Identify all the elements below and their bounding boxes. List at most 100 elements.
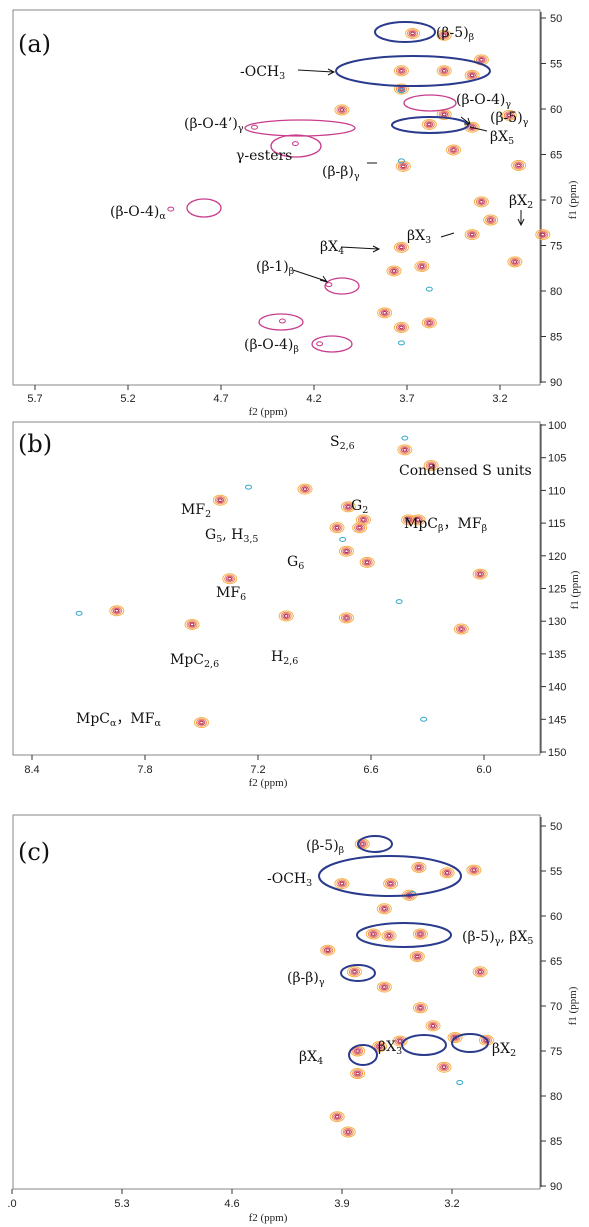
- label-och3: -OCH3: [240, 64, 285, 82]
- xtick: 4.7: [213, 385, 229, 405]
- svg-text:60: 60: [550, 911, 562, 923]
- svg-text:85: 85: [550, 332, 562, 344]
- panel-b-xticks: 8.4 7.8 7.2 6.6 6.0: [24, 755, 492, 776]
- svg-text:55: 55: [550, 59, 562, 71]
- ytick: 55: [541, 866, 562, 878]
- arrow-bx5: [469, 126, 488, 132]
- cross-peak: [352, 522, 368, 534]
- cross-peak: [397, 340, 405, 346]
- cross-peak: [453, 623, 469, 635]
- cross-peak: [291, 141, 299, 147]
- cross-peak: [425, 1020, 441, 1032]
- cross-peak: [359, 556, 375, 568]
- arrow-bx4: [340, 245, 381, 253]
- ellipse-b5-gamma: [391, 116, 469, 134]
- ytick: 60: [541, 104, 562, 116]
- cross-peak: [473, 196, 489, 208]
- ytick: 115: [541, 518, 566, 530]
- xtick: 3.7: [399, 385, 415, 405]
- cross-peak: [483, 214, 499, 226]
- cross-peak: [372, 1041, 388, 1052]
- svg-text:130: 130: [548, 616, 566, 628]
- svg-text:5.3: 5.3: [114, 1198, 129, 1210]
- label-mpcb-mfb: MpCβ，MFβ: [404, 516, 488, 534]
- cross-peak: [376, 981, 392, 993]
- label-b5-gamma: (β-5)γ: [490, 110, 529, 128]
- panel-b-yticks: 100 105 110 115 120 125 130 135 140 145 …: [541, 420, 566, 759]
- cross-peak: [393, 65, 409, 77]
- cross-peak: [436, 29, 452, 41]
- ellipse-b1-beta: [324, 277, 360, 295]
- panel-a-xlabel: f2 (ppm): [249, 406, 288, 418]
- cross-peak: [446, 144, 461, 156]
- cross-peak: [278, 610, 294, 622]
- label-bx4: βX4: [299, 1049, 323, 1067]
- ellipse-b5-beta: [374, 21, 436, 43]
- panel-c-xlabel: f2 (ppm): [249, 1212, 288, 1224]
- cross-peak: [410, 514, 426, 526]
- ytick: 85: [541, 332, 562, 344]
- cross-peak: [340, 1126, 356, 1138]
- xtick: 3.9: [334, 1189, 350, 1210]
- panel-c-ylabel: f1 (ppm): [567, 986, 579, 1025]
- label-b5-beta: (β-5)β: [306, 838, 345, 856]
- xtick: 3.2: [492, 385, 508, 405]
- label-b5-beta: (β-5)β: [436, 25, 475, 43]
- cross-peak: [212, 494, 228, 506]
- cross-peak: [320, 944, 336, 956]
- cross-peak: [338, 545, 354, 557]
- cross-peak: [334, 878, 350, 890]
- panel-c: (c) 50 55 60 65 70 75 80 85 90 f1 (ppm) …: [7, 814, 579, 1224]
- cross-peak: [472, 568, 488, 580]
- cross-peak: [75, 610, 83, 616]
- ellipse-b5-gamma-bx5: [356, 922, 452, 948]
- cross-peak: [425, 286, 433, 292]
- cross-peak: [334, 104, 350, 116]
- ellipse-bo4-beta-lower: [311, 335, 353, 353]
- xtick: 6.0: [476, 755, 492, 776]
- cross-peak: [383, 878, 399, 890]
- xtick: 6.6: [363, 755, 379, 776]
- panel-a-ylabel: f1 (ppm): [567, 180, 579, 219]
- ellipse-bo4-alpha: [186, 198, 222, 218]
- ytick: 135: [541, 649, 566, 661]
- cross-peak: [109, 605, 125, 617]
- cross-peak: [401, 435, 409, 441]
- ellipse-b5-beta: [357, 835, 393, 853]
- xtick: 7.8: [137, 755, 153, 776]
- ytick: 50: [541, 821, 562, 833]
- cross-peak: [297, 483, 313, 495]
- cross-peak: [409, 951, 425, 962]
- cross-peak: [464, 121, 480, 133]
- ytick: 130: [541, 616, 566, 628]
- panel-b-ylabel: f1 (ppm): [569, 570, 581, 609]
- cross-peak: [376, 903, 392, 915]
- cross-peak: [338, 612, 354, 624]
- arrow-b5-gamma: [460, 116, 471, 125]
- svg-text:70: 70: [550, 1001, 562, 1013]
- panel-a-peaks: [167, 27, 551, 347]
- ytick: 105: [541, 453, 566, 465]
- label-bo4-beta: (β-O-4)β: [244, 337, 299, 355]
- cross-peak: [501, 109, 517, 121]
- cross-peak: [316, 341, 324, 347]
- cross-peak: [456, 1080, 464, 1085]
- ytick: 50: [541, 13, 562, 25]
- cross-peak: [511, 159, 527, 171]
- svg-text:3.9: 3.9: [334, 1198, 349, 1210]
- svg-text:4.2: 4.2: [306, 393, 321, 405]
- panel-b-frame: [12, 421, 541, 756]
- label-bb-gamma: (β-β)γ: [287, 970, 325, 988]
- arrow-och3: [297, 68, 336, 76]
- cross-peak: [421, 317, 437, 329]
- svg-text:85: 85: [550, 1136, 562, 1148]
- svg-text:55: 55: [550, 866, 562, 878]
- cross-peak: [466, 864, 482, 876]
- ellipse-bo4p-gamma: [244, 119, 356, 137]
- label-mf6: MF6: [216, 585, 246, 603]
- cross-peak: [167, 206, 175, 212]
- ytick: 75: [541, 241, 562, 253]
- svg-text:70: 70: [550, 195, 562, 207]
- label-bx4: βX4: [320, 239, 344, 257]
- panel-a-arrows: [292, 68, 525, 283]
